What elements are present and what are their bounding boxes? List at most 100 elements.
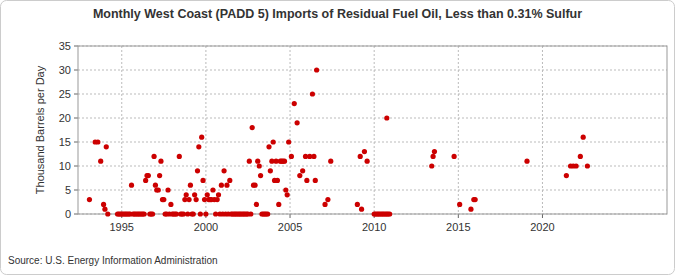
point [205,192,210,197]
point [210,187,215,192]
tick-label: 30 [59,64,71,76]
point [156,187,161,192]
tick-mark [74,190,78,191]
point [266,144,271,149]
tick-label: 0 [65,208,71,220]
chart: Monthly West Coast (PADD 5) Imports of R… [0,0,675,275]
point [429,163,434,168]
point [142,211,147,216]
point [248,211,253,216]
tick-label: 5 [65,184,71,196]
point [578,154,583,159]
point [198,211,203,216]
point [102,207,107,212]
point [87,197,92,202]
point [153,183,158,188]
point [188,183,193,188]
grid-line [542,46,543,214]
point [271,139,276,144]
point [292,101,297,106]
point [286,139,291,144]
tick-label: 25 [59,88,71,100]
point [215,197,220,202]
point [221,168,226,173]
tick-label: 2005 [278,221,302,233]
point [452,154,457,159]
point [158,159,163,164]
point [254,202,259,207]
point [104,144,109,149]
point [283,187,288,192]
point [195,168,200,173]
point [365,159,370,164]
tick-mark [74,166,78,167]
point [165,187,170,192]
point [184,192,189,197]
grid-line [78,70,667,71]
point [250,125,255,130]
point [574,163,579,168]
point [564,173,569,178]
point [252,183,257,188]
tick-mark [74,46,78,47]
point [311,154,316,159]
point [473,197,478,202]
point [151,154,156,159]
point [146,173,151,178]
point [275,178,280,183]
point [161,197,166,202]
point [322,202,327,207]
source: Source: U.S. Energy Information Administ… [8,255,218,266]
tick-mark [74,118,78,119]
point [276,202,281,207]
point [328,159,333,164]
tick-mark [290,214,291,218]
point [265,211,270,216]
grid-line [78,142,667,143]
point [257,163,262,168]
tick-mark [542,214,543,218]
title: Monthly West Coast (PADD 5) Imports of R… [93,7,582,21]
point [300,168,305,173]
point [432,149,437,154]
point [314,67,319,72]
point [200,178,205,183]
tick-label: 20 [59,112,71,124]
tick-label: 1995 [110,221,134,233]
tick-label: 10 [59,160,71,172]
tick-label: 15 [59,136,71,148]
point [297,173,302,178]
point [430,154,435,159]
point [358,154,363,159]
tick-label: 35 [59,40,71,52]
point [268,168,273,173]
point [227,178,232,183]
point [177,154,182,159]
point [304,178,309,183]
point [310,91,315,96]
tick-mark [458,214,459,218]
points [87,67,590,216]
point [457,202,462,207]
grid-line [78,94,667,95]
point [219,183,224,188]
point [313,178,318,183]
point [143,178,148,183]
plot-frame [78,46,667,214]
point [168,202,173,207]
tick-mark [74,214,78,215]
grid-line [121,46,122,214]
tick-mark [74,142,78,143]
point [258,173,263,178]
point [98,159,103,164]
point [387,211,392,216]
point [129,183,134,188]
point [247,159,252,164]
grid-line [458,46,459,214]
point [384,115,389,120]
y-axis-label: Thousand Barrels per Day [34,65,46,194]
point [157,173,162,178]
grid-line [290,46,291,214]
point [585,163,590,168]
point [196,144,201,149]
